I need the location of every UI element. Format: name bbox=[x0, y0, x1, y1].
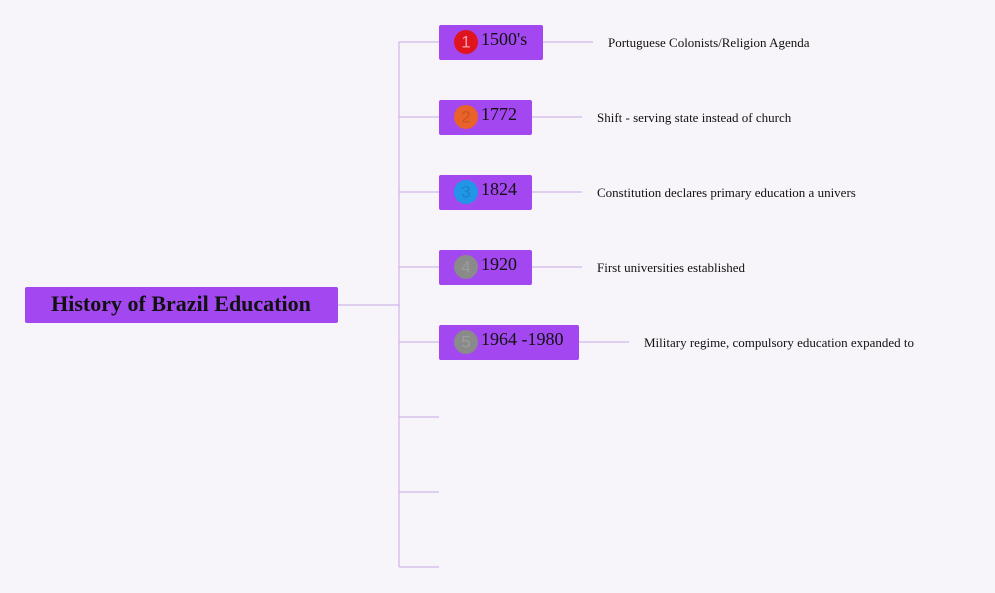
number-text: 4 bbox=[461, 257, 470, 276]
node-description: Portuguese Colonists/Religion Agenda bbox=[608, 35, 810, 50]
node-label: 1964 -1980 bbox=[481, 329, 564, 349]
number-badge bbox=[454, 30, 478, 54]
node-description: Shift - serving state instead of church bbox=[597, 110, 792, 125]
node-label: 1920 bbox=[481, 254, 517, 274]
number-text: 5 bbox=[461, 332, 470, 351]
number-badge bbox=[454, 105, 478, 129]
number-text: 3 bbox=[461, 182, 470, 201]
node-description: First universities established bbox=[597, 260, 746, 275]
number-badge bbox=[454, 330, 478, 354]
number-badge bbox=[454, 255, 478, 279]
node-label: 1824 bbox=[481, 179, 517, 199]
node-description: Constitution declares primary education … bbox=[597, 185, 856, 200]
root-title: History of Brazil Education bbox=[51, 291, 311, 316]
node-description: Military regime, compulsory education ex… bbox=[644, 335, 914, 350]
number-text: 1 bbox=[461, 32, 470, 51]
number-text: 2 bbox=[461, 107, 470, 126]
node-label: 1772 bbox=[481, 104, 517, 124]
number-badge bbox=[454, 180, 478, 204]
root-box bbox=[25, 287, 338, 323]
node-label: 1500's bbox=[481, 29, 527, 49]
